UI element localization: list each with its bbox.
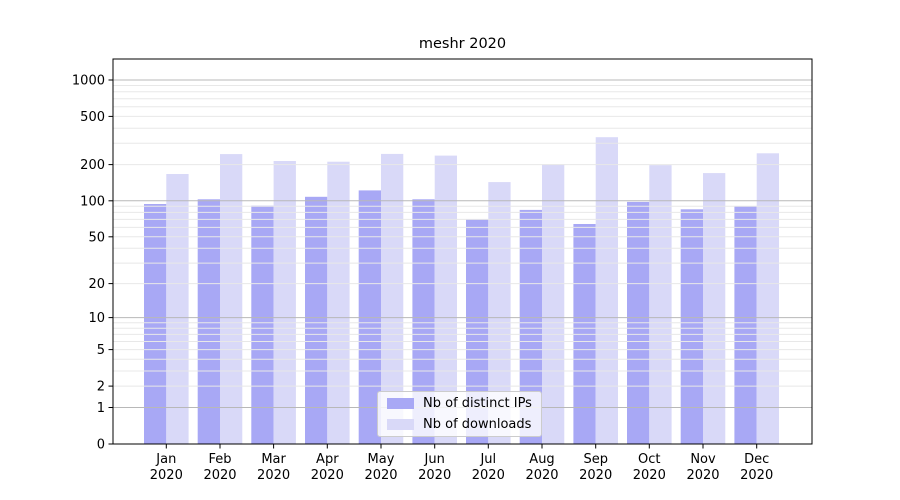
x-tick-label-sep: Sep 2020 <box>579 452 612 483</box>
y-tick-label: 20 <box>88 277 105 292</box>
bar-distinct-ips-jan <box>144 204 167 444</box>
x-tick-label-apr: Apr 2020 <box>311 452 344 483</box>
bar-downloads-nov <box>703 173 726 444</box>
y-tick-label: 500 <box>80 110 105 125</box>
bar-downloads-jan <box>166 174 189 444</box>
bar-distinct-ips-mar <box>251 205 274 444</box>
chart-title: meshr 2020 <box>418 36 507 52</box>
y-tick-label: 0 <box>97 438 105 453</box>
x-tick-label-may: May 2020 <box>364 452 397 483</box>
y-tick-label: 1 <box>97 401 105 416</box>
bar-downloads-feb <box>220 154 243 444</box>
x-tick-label-mar: Mar 2020 <box>257 452 290 483</box>
legend-label-downloads: Nb of downloads <box>423 417 532 433</box>
x-tick-label-jan: Jan 2020 <box>150 452 183 483</box>
x-tick-label-dec: Dec 2020 <box>740 452 773 483</box>
y-tick-label: 1000 <box>72 74 105 89</box>
y-tick-label: 100 <box>80 194 105 209</box>
x-tick-label-oct: Oct 2020 <box>633 452 666 483</box>
legend-swatch-downloads <box>387 419 414 431</box>
bar-downloads-sep <box>595 137 618 444</box>
x-tick-label-jun: Jun 2020 <box>418 452 451 483</box>
bar-downloads-aug <box>542 164 565 445</box>
legend-item-downloads: Nb of downloads <box>387 416 533 435</box>
x-tick-label-feb: Feb 2020 <box>203 452 236 483</box>
bar-distinct-ips-nov <box>680 209 703 444</box>
legend: Nb of distinct IPs Nb of downloads <box>377 391 542 437</box>
bar-downloads-oct <box>649 165 672 444</box>
y-tick-label: 200 <box>80 158 105 173</box>
x-tick-label-aug: Aug 2020 <box>525 452 558 483</box>
bar-distinct-ips-feb <box>197 199 220 444</box>
legend-swatch-distinct-ips <box>387 397 414 409</box>
bar-downloads-jul <box>488 182 511 444</box>
bar-downloads-apr <box>327 161 350 444</box>
y-tick-label: 2 <box>97 380 105 395</box>
legend-label-distinct-ips: Nb of distinct IPs <box>423 395 532 411</box>
bar-distinct-ips-jun <box>412 199 435 444</box>
bar-downloads-dec <box>756 153 779 445</box>
y-tick-label: 50 <box>88 230 105 245</box>
bar-downloads-mar <box>273 161 296 444</box>
x-tick-label-nov: Nov 2020 <box>686 452 719 483</box>
bar-distinct-ips-aug <box>519 209 542 444</box>
y-tick-label: 5 <box>97 343 105 358</box>
legend-item-distinct-ips: Nb of distinct IPs <box>387 394 533 413</box>
bar-distinct-ips-jul <box>466 219 489 444</box>
plot-frame <box>112 58 813 445</box>
y-tick-label: 10 <box>88 311 105 326</box>
bar-distinct-ips-apr <box>305 196 328 444</box>
x-tick-label-jul: Jul 2020 <box>472 452 505 483</box>
bar-distinct-ips-dec <box>734 206 757 444</box>
